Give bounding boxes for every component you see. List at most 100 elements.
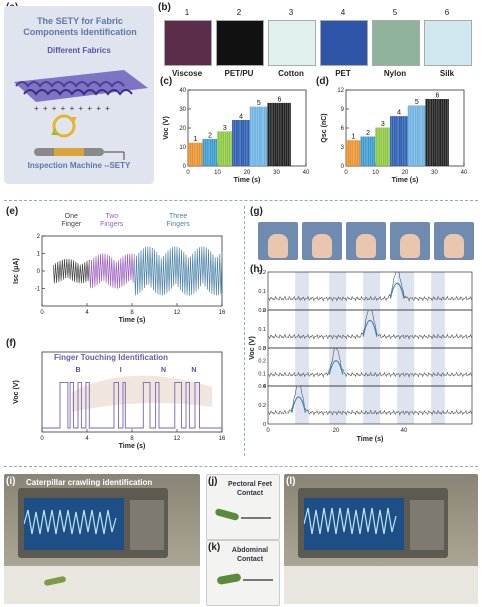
panel-l-photo: [284, 474, 478, 604]
panel-a-charges: + + + + + + + + +: [34, 104, 111, 113]
y-tick-label: 0.1: [258, 371, 266, 377]
row-frame: [267, 385, 473, 425]
fabric-number: 3: [288, 8, 294, 17]
fabric-number: 4: [340, 8, 346, 17]
series-label: 6: [435, 93, 439, 100]
y-axis-label: Voc (V): [13, 380, 20, 404]
palm-shape: [400, 234, 420, 258]
palm-shape: [444, 234, 464, 258]
y-tick-label: 0.1: [258, 289, 266, 295]
panel-c-label: (c): [160, 76, 173, 87]
row-4-line: [267, 385, 473, 416]
y-axis-label: Qsc (nC): [321, 113, 328, 142]
series-4-line: [390, 116, 408, 166]
x-axis-label: Time (s): [119, 443, 146, 450]
chart-c-voc: 0 10 20 30 40 0 10 20 30 40 Time (s) Voc (V) 1 2 3 4 5 6: [163, 88, 310, 184]
series-2-line: [202, 138, 218, 166]
series-5-line: [249, 106, 268, 166]
fabric-name: PET: [335, 69, 351, 78]
y-tick-label: 0.4: [258, 384, 266, 390]
x-tick-label: 12: [174, 310, 181, 316]
letter-label: N: [191, 367, 196, 374]
series-label: 2: [208, 132, 212, 139]
panel-k-label: (k): [208, 542, 221, 553]
x-tick-label: 20: [333, 428, 340, 434]
panel-k-text: Abdominal Contact: [231, 547, 269, 563]
series-4-line: [232, 119, 250, 166]
y-tick-label: 0: [263, 346, 266, 352]
panel-i-title: Caterpillar crawling identification: [26, 478, 153, 487]
palm-shape: [268, 234, 288, 258]
panel-d-label: (d): [316, 76, 329, 87]
hand-photo: [346, 222, 386, 260]
x-tick-label: 0: [344, 170, 348, 176]
hand-photos: [258, 222, 478, 262]
row-3-line: [267, 347, 473, 378]
series-3-line: [375, 127, 390, 166]
fabric-sety-illustration: [14, 70, 148, 160]
series-label: 5: [415, 99, 419, 106]
fabric-swatch-silk: [424, 20, 472, 66]
fabric-number: 2: [236, 8, 242, 17]
x-tick-label: 0: [186, 170, 190, 176]
finger-count-label: Two: [105, 213, 118, 220]
hand-photo: [258, 222, 298, 260]
y-tick-label: 0.2: [258, 270, 266, 276]
fabric-swatch-nylon: [372, 20, 420, 66]
y-tick-label: 0: [341, 164, 345, 170]
panel-j-text: Pectoral Feet Contact: [228, 481, 272, 497]
x-tick-label: 30: [431, 170, 438, 176]
panel-j-label: (j): [208, 476, 218, 487]
series-3-line: [217, 131, 232, 166]
y-tick-label: 0: [263, 308, 266, 314]
y-tick-label: 6: [341, 126, 345, 132]
x-tick-label: 40: [401, 428, 408, 434]
chart-f-finger-touch: 0 4 8 12 16 Time (s) Voc (V) Finger Touching Id…: [13, 351, 226, 450]
series-3-line: [133, 246, 223, 296]
x-tick-label: 0: [40, 310, 44, 316]
y-tick-label: -1: [35, 287, 41, 293]
row-3-peak: [328, 360, 344, 375]
finger-count-label: Finger: [61, 221, 82, 228]
x-tick-label: 0: [266, 428, 270, 434]
panel-a-title: The SETY for Fabric Components Identific…: [23, 16, 137, 37]
series-label: 4: [397, 110, 401, 117]
divider-vertical: [244, 206, 245, 456]
row-1-line: [267, 271, 473, 302]
y-axis-label: Voc (V): [163, 116, 170, 140]
panel-k-photo: [206, 540, 280, 606]
fabric-name: Silk: [439, 69, 455, 78]
hand-photo: [390, 222, 430, 260]
panel-e-label: (e): [6, 206, 19, 217]
x-axis-label: Time (s): [119, 317, 146, 324]
row-2-peak: [362, 319, 378, 337]
x-tick-label: 4: [85, 310, 89, 316]
series-1-line: [52, 258, 90, 284]
y-tick-label: 0.1: [258, 327, 266, 333]
y-tick-label: 0.2: [258, 403, 266, 409]
series-2-line: [360, 136, 376, 166]
fabric-name: PET/PU: [224, 69, 254, 78]
x-tick-label: 30: [273, 170, 280, 176]
panel-b-label: (b): [158, 2, 171, 13]
y-axis-label: Isc (μA): [13, 258, 20, 284]
panel-g-label: (g): [250, 206, 263, 217]
panel-h-label: (h): [250, 264, 263, 275]
x-tick-label: 10: [214, 170, 221, 176]
x-tick-label: 12: [174, 436, 181, 442]
x-tick-label: 20: [402, 170, 409, 176]
fabric-number: 6: [444, 8, 450, 17]
fabric-swatch-viscose: [164, 20, 212, 66]
series-label: 4: [239, 113, 243, 120]
series-label: 5: [257, 100, 261, 107]
letter-label: B: [75, 367, 80, 374]
series-label: 3: [223, 125, 227, 132]
y-tick-label: 0: [263, 422, 266, 428]
letter-label: I: [120, 367, 122, 374]
row-4-peak: [291, 396, 306, 413]
y-tick-label: 0.3: [258, 346, 266, 352]
finger-count-label: Fingers: [166, 221, 190, 228]
fabric-name: Nylon: [383, 69, 407, 78]
hand-photo: [434, 222, 474, 260]
finger-count-label: Three: [169, 213, 187, 220]
